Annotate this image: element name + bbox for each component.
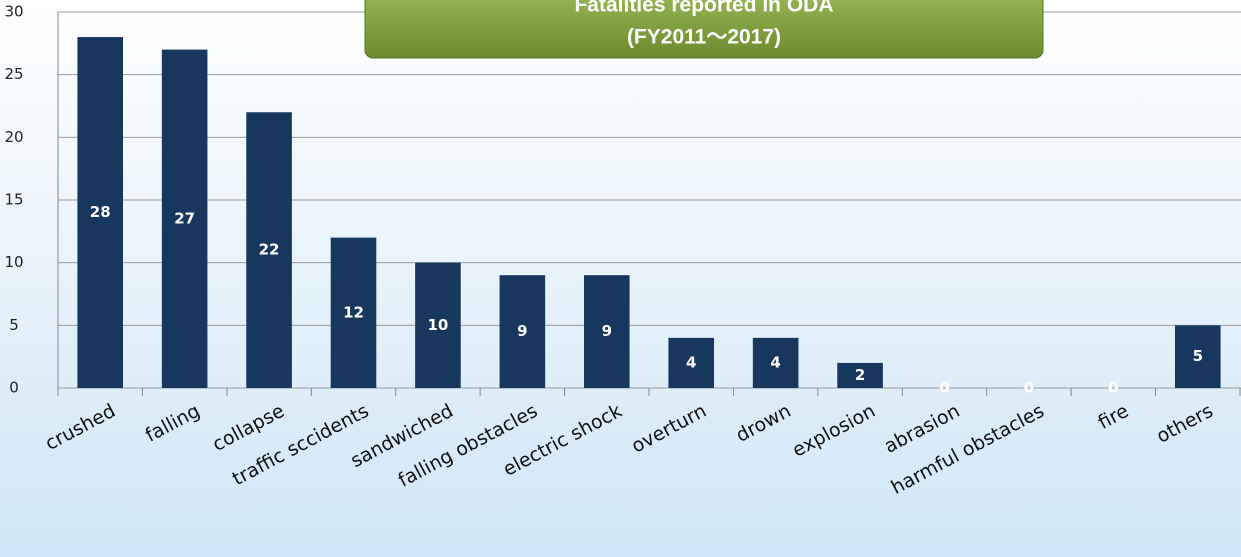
y-tick-label: 5 <box>9 316 19 334</box>
chart-title: Fatalities reported in ODA <box>574 0 833 17</box>
data-label: 0 <box>939 379 949 397</box>
data-label: 5 <box>1193 347 1203 365</box>
bar <box>161 49 208 388</box>
data-label: 4 <box>686 353 696 371</box>
data-label: 0 <box>1024 379 1034 397</box>
data-label: 28 <box>90 203 111 221</box>
y-tick-label: 10 <box>4 253 23 271</box>
bar <box>583 275 630 388</box>
y-tick-label: 25 <box>4 65 23 83</box>
y-tick-label: 15 <box>4 191 23 209</box>
bar <box>330 237 377 388</box>
data-label: 0 <box>1108 379 1118 397</box>
data-label: 10 <box>427 316 448 334</box>
y-tick-label: 20 <box>4 128 23 146</box>
bar <box>499 275 546 388</box>
bar <box>837 362 883 388</box>
bar <box>752 337 799 388</box>
data-label: 27 <box>174 209 195 227</box>
y-tick-label: 30 <box>4 3 23 21</box>
bar <box>1174 325 1221 388</box>
title-box <box>364 0 1044 59</box>
data-label: 4 <box>770 353 780 371</box>
data-label: 9 <box>602 322 612 340</box>
bar <box>246 112 292 389</box>
data-label: 9 <box>517 322 527 340</box>
data-label: 12 <box>343 303 364 321</box>
data-label: 2 <box>855 366 865 384</box>
bar <box>77 37 124 389</box>
chart-subtitle: (FY2011～2017) <box>627 26 781 49</box>
y-tick-label: 0 <box>9 379 19 397</box>
bar <box>668 337 715 388</box>
data-label: 22 <box>259 241 280 259</box>
bar <box>415 262 461 388</box>
